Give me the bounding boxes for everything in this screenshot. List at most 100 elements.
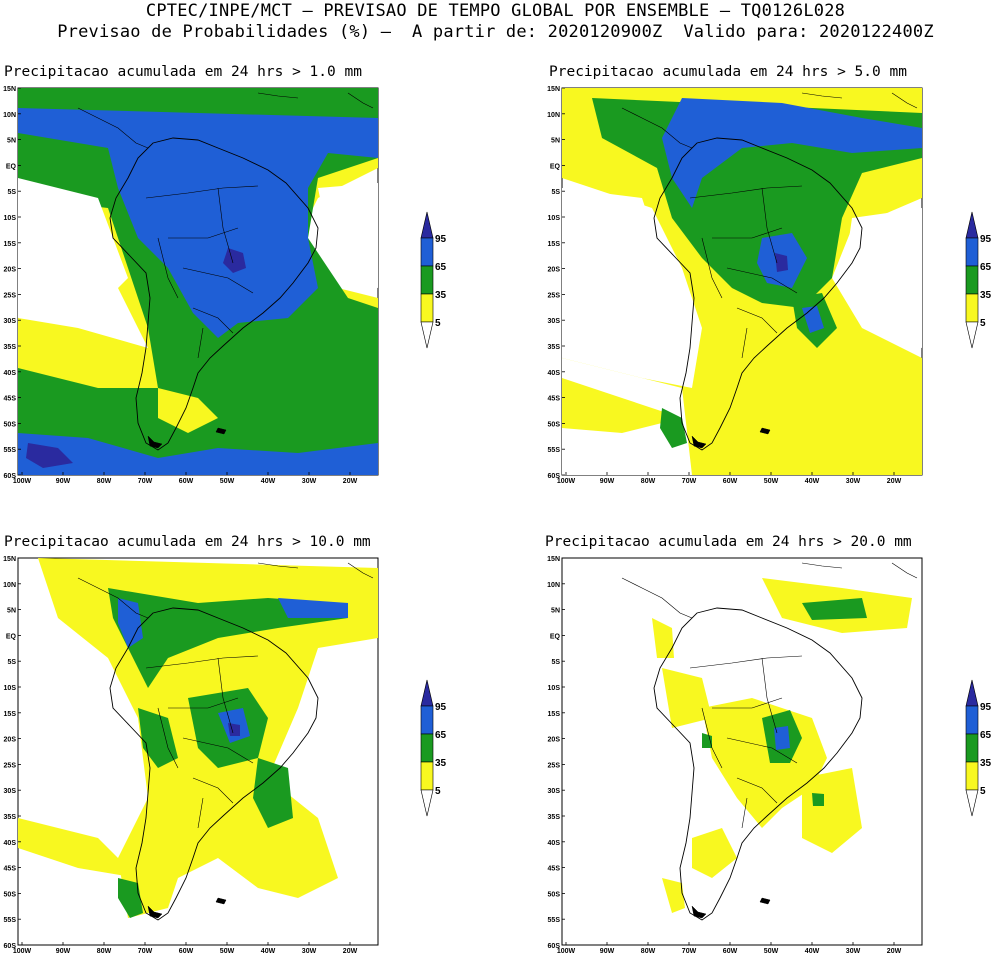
lat-tick-label: 10N	[547, 582, 560, 589]
lon-tick-label: 60W	[723, 948, 738, 955]
lat-tick-label: 10N	[3, 582, 16, 589]
lat-tick-label: 35S	[548, 814, 561, 821]
lat-tick-label: 50S	[548, 891, 561, 898]
lon-tick-label: 100W	[557, 948, 576, 955]
lat-tick-label: 5N	[7, 608, 16, 615]
lat-tick-label: 10S	[4, 685, 17, 692]
axis-labels: 15N 10N 5N EQ 5S 10S 15S 20S 25S 30S 35S 40S 45S 50S 5…	[3, 86, 901, 955]
lat-tick-label: 35S	[548, 344, 561, 351]
colorbars: 95 65 35 5 95 65 35 5 95 65 35 5 95 65 35 5	[420, 211, 991, 817]
colorbar-top-triangle	[420, 679, 434, 707]
colorbar-green-segment	[420, 265, 434, 295]
lat-tick-label: 15N	[3, 556, 16, 563]
lat-tick-label: 25S	[4, 762, 17, 769]
lat-tick-label: 5S	[7, 189, 16, 196]
lat-tick-label: 15S	[548, 241, 561, 248]
lat-tick-label: EQ	[550, 163, 561, 170]
lat-tick-label: 40S	[548, 840, 561, 847]
panel-2-title: Precipitacao acumulada em 24 hrs > 5.0 m…	[549, 64, 907, 80]
colorbar-yellow-segment	[965, 293, 979, 323]
lon-tick-label: 60W	[179, 478, 194, 485]
colorbar-bottom-triangle	[965, 789, 979, 817]
lat-tick-label: 60S	[4, 943, 17, 950]
lat-tick-label: 55S	[548, 917, 561, 924]
lon-tick-label: 70W	[138, 478, 153, 485]
lon-tick-label: 100W	[13, 948, 32, 955]
lat-tick-label: EQ	[550, 633, 561, 640]
lat-tick-label: 5N	[7, 138, 16, 145]
lat-tick-label: 55S	[4, 917, 17, 924]
colorbar-label: 65	[435, 262, 447, 273]
colorbar-label: 5	[980, 786, 986, 797]
lat-tick-label: 15N	[547, 86, 560, 93]
lat-tick-label: 45S	[4, 866, 17, 873]
lat-tick-label: 15S	[4, 241, 17, 248]
lat-tick-label: 5S	[551, 189, 560, 196]
lon-tick-label: 60W	[179, 948, 194, 955]
lon-tick-label: 80W	[641, 478, 656, 485]
header-line-2: Previsao de Probabilidades (%) – A parti…	[57, 22, 934, 42]
colorbar-label: 35	[435, 290, 447, 301]
lon-tick-label: 30W	[846, 478, 861, 485]
lon-tick-label: 40W	[261, 478, 276, 485]
colorbar-label: 65	[980, 262, 991, 273]
lat-tick-label: 60S	[4, 473, 17, 480]
lat-tick-label: 10S	[4, 215, 17, 222]
lon-tick-label: 70W	[682, 948, 697, 955]
colorbar-green-segment	[965, 265, 979, 295]
panel-3-title: Precipitacao acumulada em 24 hrs > 10.0 …	[4, 534, 371, 550]
header-line-1: CPTEC/INPE/MCT – PREVISAO DE TEMPO GLOBA…	[145, 1, 846, 21]
colorbar-top-triangle	[965, 211, 979, 239]
colorbar: 95 65 35 5	[420, 211, 447, 349]
colorbar-label: 5	[980, 318, 986, 329]
lat-tick-label: EQ	[6, 163, 17, 170]
lon-tick-label: 40W	[261, 948, 276, 955]
lat-tick-label: 35S	[4, 344, 17, 351]
colorbar-yellow-segment	[420, 761, 434, 791]
lat-tick-label: 30S	[4, 318, 17, 325]
colorbar-bottom-triangle	[965, 321, 979, 349]
lat-tick-label: 35S	[4, 814, 17, 821]
lon-tick-label: 20W	[887, 478, 902, 485]
colorbar-label: 5	[435, 786, 441, 797]
panel-2-map	[561, 87, 923, 476]
lon-tick-label: 80W	[97, 478, 112, 485]
lat-tick-label: 50S	[548, 421, 561, 428]
colorbar-top-triangle	[420, 211, 434, 239]
lat-tick-label: EQ	[6, 633, 17, 640]
lat-tick-label: 15N	[547, 556, 560, 563]
panel-4-map	[561, 557, 923, 946]
lat-tick-label: 45S	[548, 866, 561, 873]
lat-tick-label: 30S	[548, 318, 561, 325]
lon-tick-label: 50W	[220, 478, 235, 485]
colorbar-blue-segment	[965, 705, 979, 735]
lon-tick-label: 100W	[13, 478, 32, 485]
colorbar: 95 65 35 5	[965, 211, 991, 349]
lon-tick-label: 30W	[302, 948, 317, 955]
lat-tick-label: 15N	[3, 86, 16, 93]
lat-tick-label: 5S	[7, 659, 16, 666]
lat-tick-label: 30S	[548, 788, 561, 795]
lat-tick-label: 10N	[547, 112, 560, 119]
lat-tick-label: 5N	[551, 138, 560, 145]
colorbar-blue-segment	[965, 237, 979, 267]
lon-tick-label: 60W	[723, 478, 738, 485]
colorbar-blue-segment	[420, 705, 434, 735]
colorbar-label: 5	[435, 318, 441, 329]
colorbar-label: 65	[435, 730, 447, 741]
lat-tick-label: 5S	[551, 659, 560, 666]
lat-tick-label: 5N	[551, 608, 560, 615]
lon-tick-label: 50W	[764, 948, 779, 955]
panel-4-title: Precipitacao acumulada em 24 hrs > 20.0 …	[545, 534, 912, 550]
lat-tick-label: 10S	[548, 215, 561, 222]
lon-tick-label: 80W	[97, 948, 112, 955]
lat-tick-label: 20S	[548, 737, 561, 744]
lon-tick-label: 70W	[138, 948, 153, 955]
lon-tick-label: 40W	[805, 478, 820, 485]
lat-tick-label: 45S	[4, 396, 17, 403]
lat-tick-label: 30S	[4, 788, 17, 795]
colorbar-green-segment	[420, 733, 434, 763]
colorbar-top-triangle	[965, 679, 979, 707]
lon-tick-label: 70W	[682, 478, 697, 485]
